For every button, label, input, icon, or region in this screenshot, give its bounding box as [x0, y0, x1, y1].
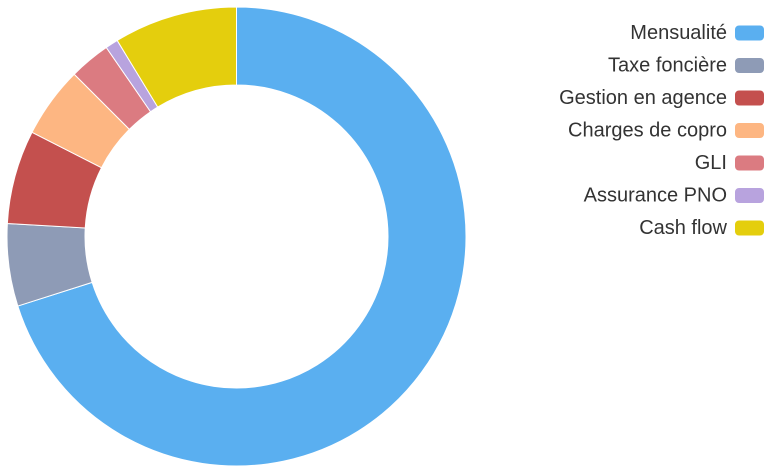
legend-swatch [735, 90, 764, 106]
legend-label: Mensualité [630, 22, 727, 44]
slice-mensualite[interactable] [17, 6, 467, 467]
slice-cash-flow[interactable] [116, 6, 237, 108]
legend-swatch [735, 58, 764, 73]
legend-label: Assurance PNO [584, 185, 727, 207]
legend-label: Cash flow [639, 217, 727, 239]
legend-swatch [735, 220, 764, 236]
legend-label: Charges de copro [568, 120, 727, 142]
legend-item-assurance-pno[interactable]: Assurance PNO [584, 185, 764, 207]
legend-swatch [735, 123, 764, 138]
legend-label: Gestion en agence [559, 87, 727, 109]
legend-label: Taxe foncière [608, 55, 727, 77]
legend-item-mensualite[interactable]: Mensualité [630, 22, 764, 44]
donut-slices [6, 6, 467, 467]
legend-swatch [735, 188, 764, 203]
legend-swatch [735, 155, 764, 171]
legend-item-gestion-en-agence[interactable]: Gestion en agence [559, 87, 764, 109]
legend-item-cash-flow[interactable]: Cash flow [639, 217, 764, 239]
legend-label: GLI [695, 152, 727, 174]
legend-item-charges-de-copro[interactable]: Charges de copro [568, 120, 764, 142]
legend: Mensualité Taxe foncière Gestion en agence… [559, 22, 764, 239]
legend-item-gli[interactable]: GLI [695, 152, 764, 174]
legend-swatch [735, 25, 764, 41]
legend-item-taxe-fonciere[interactable]: Taxe foncière [608, 55, 764, 77]
